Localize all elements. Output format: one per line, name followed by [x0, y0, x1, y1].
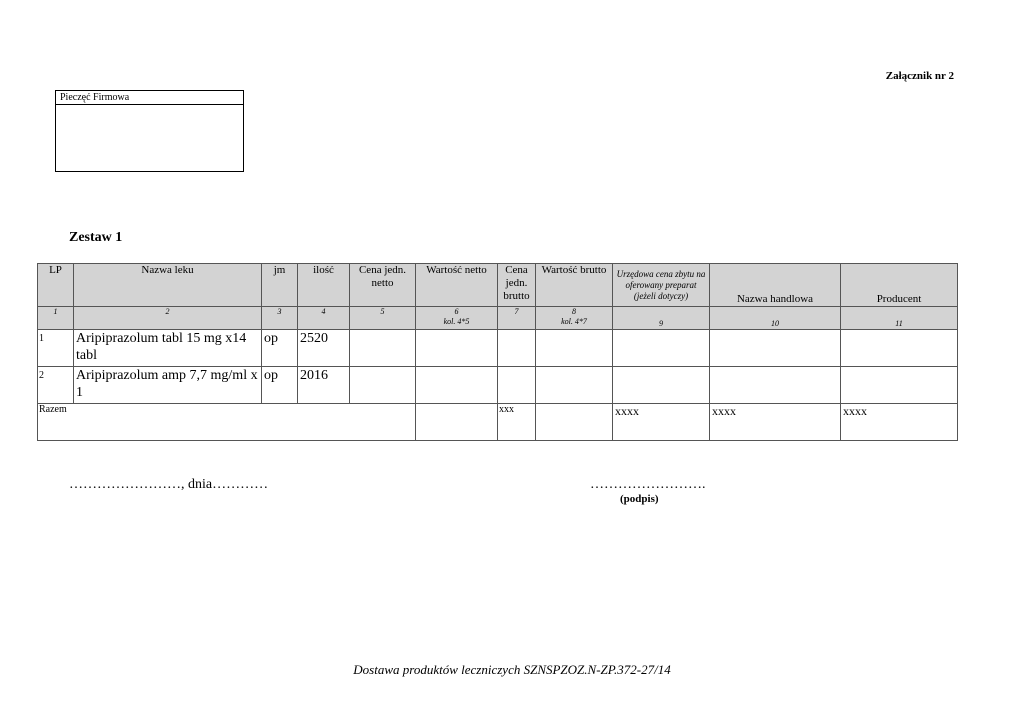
date-line: ……………………, dnia………… — [69, 477, 269, 492]
number-cell: 1 — [37, 306, 74, 330]
empty-cell — [535, 366, 613, 404]
empty-cell — [349, 366, 416, 404]
empty-cell — [497, 329, 536, 367]
number-cell: 2 — [73, 306, 262, 330]
summary-cell: xxxx — [612, 403, 710, 441]
number: 6 — [454, 307, 459, 317]
summary-cell: xxxx — [709, 403, 841, 441]
header-cell: Nazwa handlowa — [709, 263, 841, 307]
number-note: kol. 4*5 — [443, 317, 470, 326]
header-cell: Urzędowa cena zbytu na oferowany prepara… — [612, 263, 710, 307]
summary-label: Razem — [37, 403, 416, 441]
price-table: LP Nazwa leku jm ilość Cena jedn. netto … — [37, 263, 958, 441]
set-title: Zestaw 1 — [69, 230, 123, 245]
empty-cell — [497, 366, 536, 404]
table-row: 1 Aripiprazolum tabl 15 mg x14 tabl op 2… — [37, 329, 958, 367]
empty-cell — [840, 329, 958, 367]
number-cell: 11 — [840, 306, 958, 330]
header-cell: Cena jedn. netto — [349, 263, 416, 307]
header-cell: Wartość brutto — [535, 263, 613, 307]
signature-label: (podpis) — [620, 493, 659, 505]
empty-cell — [709, 366, 841, 404]
empty-cell — [535, 329, 613, 367]
header-cell: Wartość netto — [415, 263, 498, 307]
header-cell: jm — [261, 263, 298, 307]
quantity-cell: 2016 — [297, 366, 350, 404]
footer: Dostawa produktów leczniczych SZNSPZOZ.N… — [353, 662, 671, 677]
header-cell: Producent — [840, 263, 958, 307]
empty-cell — [612, 366, 710, 404]
number-cell: 5 — [349, 306, 416, 330]
quantity-cell: 2520 — [297, 329, 350, 367]
empty-cell — [415, 403, 498, 441]
drug-name-cell: Aripiprazolum tabl 15 mg x14 tabl — [73, 329, 262, 367]
unit-cell: op — [261, 329, 298, 367]
stamp-label: Pieczęć Firmowa — [56, 91, 243, 105]
column-number-row: 1 2 3 4 5 6 kol. 4*5 7 8 kol. 4*7 9 10 11 — [37, 306, 958, 330]
annex-label: Załącznik nr 2 — [885, 70, 954, 82]
summary-cell: xxx — [497, 403, 536, 441]
summary-row: Razem xxx xxxx xxxx xxxx — [37, 403, 958, 441]
table-row: 2 Aripiprazolum amp 7,7 mg/ml x 1 op 201… — [37, 366, 958, 404]
empty-cell — [415, 366, 498, 404]
company-stamp-box: Pieczęć Firmowa — [55, 90, 244, 172]
number-note: kol. 4*7 — [561, 317, 587, 326]
header-cell: Cena jedn. brutto — [497, 263, 536, 307]
unit-cell: op — [261, 366, 298, 404]
number-cell: 9 — [612, 306, 710, 330]
empty-cell — [840, 366, 958, 404]
empty-cell — [415, 329, 498, 367]
number-cell: 4 — [297, 306, 350, 330]
header-cell: ilość — [297, 263, 350, 307]
header-cell: LP — [37, 263, 74, 307]
empty-cell — [535, 403, 613, 441]
number: 8 — [572, 307, 576, 317]
summary-cell: xxxx — [840, 403, 958, 441]
lp-cell: 1 — [37, 329, 74, 367]
header-cell: Nazwa leku — [73, 263, 262, 307]
number-cell: 8 kol. 4*7 — [535, 306, 613, 330]
empty-cell — [612, 329, 710, 367]
number-cell: 7 — [497, 306, 536, 330]
header-row: LP Nazwa leku jm ilość Cena jedn. netto … — [37, 263, 958, 307]
empty-cell — [709, 329, 841, 367]
drug-name-cell: Aripiprazolum amp 7,7 mg/ml x 1 — [73, 366, 262, 404]
signature-line: ……………………. — [590, 477, 706, 492]
empty-cell — [349, 329, 416, 367]
lp-cell: 2 — [37, 366, 74, 404]
number-cell: 10 — [709, 306, 841, 330]
number-cell: 6 kol. 4*5 — [415, 306, 498, 330]
number-cell: 3 — [261, 306, 298, 330]
